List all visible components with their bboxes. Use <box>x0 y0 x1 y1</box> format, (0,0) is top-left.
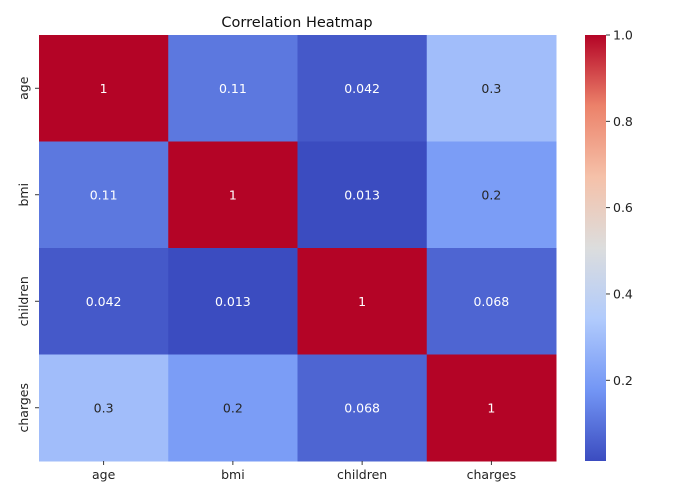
heatmap-cell-children-charges <box>426 248 557 355</box>
heatmap-cell-bmi-children <box>297 141 428 249</box>
colorbar-tick-label: 0.2 <box>613 373 633 388</box>
y-tick-label-age: age <box>16 76 31 100</box>
cell-annotation: 0.3 <box>481 81 501 96</box>
heatmap-cell-children-age <box>39 248 169 355</box>
heatmap-cell-age-charges <box>426 35 557 142</box>
cell-annotation: 0.068 <box>473 294 509 309</box>
y-tick-label-bmi: bmi <box>16 183 31 207</box>
colorbar-tick-label: 0.4 <box>613 286 633 301</box>
cell-annotation: 0.11 <box>219 81 247 96</box>
cell-annotation: 1 <box>229 187 237 202</box>
y-axis: age bmi children charges <box>16 76 39 433</box>
cell-annotation: 0.11 <box>90 187 118 202</box>
heatmap-cells <box>39 35 557 462</box>
colorbar-tick-label: 0.8 <box>613 114 633 129</box>
y-tick-label-charges: charges <box>16 383 31 433</box>
heatmap-cell-charges-charges <box>426 354 557 462</box>
x-tick-label-age: age <box>92 467 116 482</box>
heatmap-cell-age-bmi <box>168 35 298 142</box>
cell-annotation: 0.013 <box>344 187 380 202</box>
colorbar-gradient <box>585 35 606 461</box>
x-tick-label-charges: charges <box>467 467 517 482</box>
y-tick-label-children: children <box>16 276 31 326</box>
cell-annotation: 0.2 <box>481 187 501 202</box>
cell-annotation: 0.068 <box>344 400 380 415</box>
heatmap-cell-age-children <box>297 35 428 142</box>
heatmap-cell-charges-children <box>297 354 428 462</box>
x-tick-label-bmi: bmi <box>221 467 245 482</box>
heatmap-annotations: 1 0.11 0.042 0.3 0.11 1 0.013 0.2 0.042 0.013 1 0.0… <box>86 81 510 416</box>
heatmap-cell-charges-age <box>39 354 169 462</box>
cell-annotation: 0.042 <box>86 294 122 309</box>
cell-annotation: 1 <box>487 400 495 415</box>
cell-annotation: 0.013 <box>215 294 251 309</box>
colorbar-tick-label: 0.6 <box>613 200 633 215</box>
cell-annotation: 1 <box>100 81 108 96</box>
colorbar: 0.2 0.4 0.6 0.8 1.0 <box>585 28 633 461</box>
cell-annotation: 0.2 <box>223 400 243 415</box>
chart-title: Correlation Heatmap <box>221 15 372 31</box>
cell-annotation: 1 <box>358 294 366 309</box>
cell-annotation: 0.3 <box>94 400 114 415</box>
heatmap-cell-bmi-bmi <box>168 141 298 249</box>
colorbar-tick-label: 1.0 <box>613 28 633 43</box>
cell-annotation: 0.042 <box>344 81 380 96</box>
heatmap-cell-children-children <box>297 248 428 355</box>
heatmap-cell-children-bmi <box>168 248 298 355</box>
heatmap-cell-bmi-age <box>39 141 169 249</box>
x-tick-label-children: children <box>337 467 387 482</box>
heatmap-cell-bmi-charges <box>426 141 557 249</box>
heatmap-cell-age-age <box>39 35 169 142</box>
x-axis: age bmi children charges <box>92 461 516 482</box>
heatmap-cell-charges-bmi <box>168 354 298 462</box>
